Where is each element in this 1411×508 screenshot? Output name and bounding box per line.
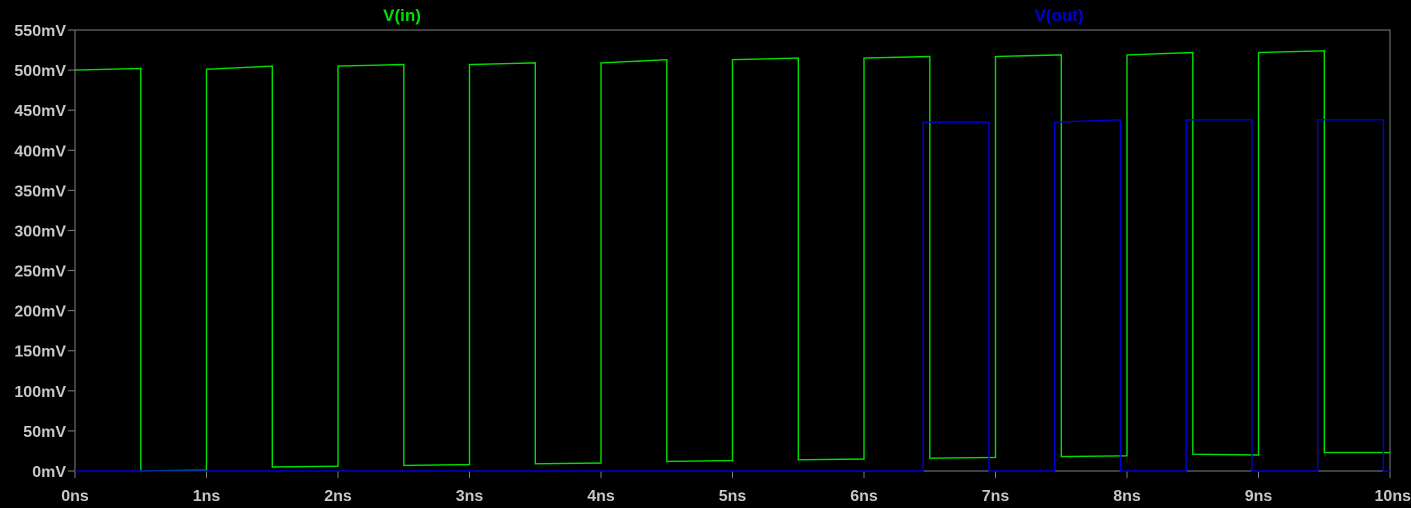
y-tick-label: 250mV: [14, 264, 66, 281]
y-tick-label: 200mV: [14, 304, 66, 321]
legend: V(in) V(out): [383, 6, 1083, 25]
trace-vout[interactable]: [75, 119, 1390, 472]
y-tick-label: 550mV: [14, 23, 66, 40]
y-tick-label: 150mV: [14, 344, 66, 361]
x-tick-label: 0ns: [61, 488, 89, 505]
y-tick-label: 450mV: [14, 103, 66, 120]
x-tick-label: 5ns: [719, 488, 747, 505]
x-tick-label: 4ns: [587, 488, 615, 505]
y-tick-label: 400mV: [14, 143, 66, 160]
legend-vout-label[interactable]: V(out): [1034, 6, 1083, 25]
trace-vin[interactable]: [74, 50, 1390, 472]
y-axis: 0mV 50mV 100mV 150mV 200mV 250mV 300mV 350mV 400…: [14, 23, 75, 481]
y-tick-label: 100mV: [14, 384, 66, 401]
y-tick-label: 0mV: [32, 464, 66, 481]
y-tick-label: 350mV: [14, 183, 66, 200]
y-tick-label: 300mV: [14, 223, 66, 240]
x-tick-label: 10ns: [1375, 488, 1411, 505]
x-tick-label: 1ns: [193, 488, 221, 505]
traces: [74, 50, 1390, 472]
legend-vin-label[interactable]: V(in): [383, 6, 421, 25]
x-axis: 0ns 1ns 2ns 3ns 4ns 5ns 6ns 7ns 8ns 9ns 10ns: [61, 471, 1411, 505]
y-tick-label: 50mV: [23, 424, 66, 441]
x-tick-label: 7ns: [982, 488, 1010, 505]
y-tick-label: 500mV: [14, 63, 66, 80]
x-tick-label: 3ns: [456, 488, 484, 505]
x-tick-label: 8ns: [1113, 488, 1141, 505]
x-tick-label: 9ns: [1245, 488, 1273, 505]
x-tick-label: 2ns: [324, 488, 352, 505]
x-tick-label: 6ns: [850, 488, 878, 505]
